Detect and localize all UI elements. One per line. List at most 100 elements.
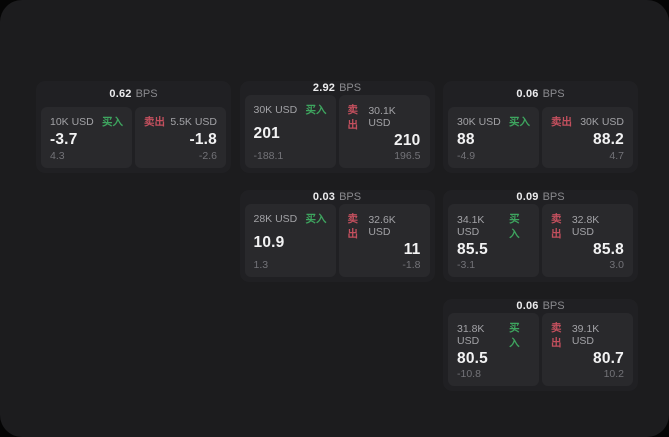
quote-card-header: 0.03 BPS — [245, 190, 430, 204]
quote-card: 2.92 BPS 30K USD 买入 201 -188.1 卖出 30.1K … — [239, 81, 435, 173]
sell-panel-top: 卖出 32.6K USD — [348, 211, 421, 241]
quote-card-header: 0.62 BPS — [41, 81, 226, 107]
sell-amount: 30.1K USD — [368, 105, 396, 129]
bps-unit-label: BPS — [339, 82, 362, 94]
sell-panel-top: 卖出 30.1K USD — [348, 102, 421, 132]
sell-price: 11 — [403, 241, 421, 258]
buy-panel-top: 31.8K USD 买入 — [457, 320, 530, 350]
sell-quote-panel[interactable]: 卖出 30K USD 88.2 4.7 — [542, 107, 633, 168]
buy-panel-top: 10K USD 买入 — [50, 114, 123, 129]
quote-card-body: 10K USD 买入 -3.7 4.3 卖出 5.5K USD -1.8 -2.… — [41, 107, 226, 168]
quote-card-header: 2.92 BPS — [245, 81, 430, 95]
sell-quote-panel[interactable]: 卖出 30.1K USD 210 196.5 — [338, 95, 430, 168]
buy-price: 80.5 — [457, 350, 488, 367]
buy-sub-value: -188.1 — [253, 150, 284, 162]
sell-sub-value: 196.5 — [394, 150, 421, 162]
buy-panel-top: 34.1K USD 买入 — [457, 211, 530, 241]
buy-price: 201 — [253, 124, 280, 142]
bps-unit-label: BPS — [542, 88, 565, 100]
buy-tag: 买入 — [305, 104, 327, 116]
sell-tag: 卖出 — [551, 213, 562, 240]
buy-tag: 买入 — [305, 213, 327, 225]
buy-panel-top: 30K USD 买入 — [457, 114, 530, 129]
quote-card: 0.06 BPS 30K USD 买入 88 -4.9 卖出 30K USD 8… — [443, 81, 638, 173]
buy-quote-panel[interactable]: 10K USD 买入 -3.7 4.3 — [41, 107, 132, 168]
sell-sub-value: -1.8 — [402, 259, 421, 271]
buy-panel-top: 28K USD 买入 — [254, 211, 327, 226]
buy-quote-panel[interactable]: 31.8K USD 买入 80.5 -10.8 — [448, 313, 539, 386]
sell-tag: 卖出 — [347, 213, 359, 240]
quote-card-body: 31.8K USD 买入 80.5 -10.8 卖出 39.1K USD 80.… — [448, 313, 633, 386]
sell-amount: 30K USD — [580, 115, 624, 128]
sell-amount: 39.1K USD — [571, 323, 600, 347]
bps-value: 2.92 — [312, 82, 336, 94]
quote-card: 0.62 BPS 10K USD 买入 -3.7 4.3 卖出 5.5K USD… — [36, 81, 231, 173]
sell-panel-top: 卖出 39.1K USD — [551, 320, 624, 350]
sell-tag: 卖出 — [551, 322, 562, 349]
bps-value: 0.09 — [516, 191, 539, 203]
buy-amount: 10K USD — [50, 115, 94, 128]
sell-price: 85.8 — [593, 241, 624, 258]
sell-sub-value: 10.2 — [603, 368, 624, 380]
sell-price: 80.7 — [593, 350, 624, 367]
quote-card-header: 0.06 BPS — [448, 81, 633, 107]
quote-card-body: 28K USD 买入 10.9 1.3 卖出 32.6K USD 11 -1.8 — [244, 204, 430, 277]
sell-price: 88.2 — [593, 130, 624, 148]
sell-quote-panel[interactable]: 卖出 39.1K USD 80.7 10.2 — [542, 313, 633, 386]
buy-tag: 买入 — [509, 213, 520, 240]
sell-panel-top: 卖出 32.8K USD — [551, 211, 624, 241]
sell-quote-panel[interactable]: 卖出 32.8K USD 85.8 3.0 — [542, 204, 633, 277]
buy-price: 10.9 — [253, 233, 285, 251]
sell-amount: 32.6K USD — [368, 214, 396, 238]
buy-amount: 30K USD — [253, 103, 298, 116]
quote-card-body: 30K USD 买入 201 -188.1 卖出 30.1K USD 210 1… — [244, 95, 430, 168]
bps-value: 0.06 — [516, 88, 539, 100]
quote-cards-grid: 0.62 BPS 10K USD 买入 -3.7 4.3 卖出 5.5K USD… — [36, 81, 638, 391]
sell-tag: 卖出 — [551, 116, 572, 128]
sell-sub-value: -2.6 — [198, 150, 217, 162]
buy-amount: 31.8K USD — [457, 323, 485, 347]
buy-amount: 30K USD — [457, 115, 501, 128]
sell-sub-value: 3.0 — [609, 259, 624, 271]
buy-tag: 买入 — [509, 116, 530, 128]
sell-price: -1.8 — [189, 130, 217, 148]
quote-card: 0.06 BPS 31.8K USD 买入 80.5 -10.8 卖出 39.1… — [443, 299, 638, 391]
sell-amount: 5.5K USD — [170, 115, 217, 128]
bps-unit-label: BPS — [135, 88, 158, 100]
buy-quote-panel[interactable]: 28K USD 买入 10.9 1.3 — [244, 204, 336, 277]
buy-sub-value: -4.9 — [457, 150, 476, 162]
buy-quote-panel[interactable]: 30K USD 买入 88 -4.9 — [448, 107, 539, 168]
sell-panel-top: 卖出 5.5K USD — [144, 114, 217, 129]
sell-quote-panel[interactable]: 卖出 32.6K USD 11 -1.8 — [338, 204, 430, 277]
quote-card-header: 0.06 BPS — [448, 299, 633, 313]
buy-amount: 28K USD — [253, 212, 298, 225]
sell-quote-panel[interactable]: 卖出 5.5K USD -1.8 -2.6 — [135, 107, 226, 168]
buy-amount: 34.1K USD — [457, 214, 485, 238]
sell-price: 210 — [394, 132, 421, 149]
bps-value: 0.62 — [109, 88, 132, 100]
sell-panel-top: 卖出 30K USD — [551, 114, 624, 129]
buy-quote-panel[interactable]: 34.1K USD 买入 85.5 -3.1 — [448, 204, 539, 277]
quote-card: 0.09 BPS 34.1K USD 买入 85.5 -3.1 卖出 32.8K… — [443, 190, 638, 282]
sell-tag: 卖出 — [347, 104, 359, 131]
buy-price: 85.5 — [457, 241, 488, 258]
quote-card: 0.03 BPS 28K USD 买入 10.9 1.3 卖出 32.6K US… — [239, 190, 435, 282]
buy-sub-value: 1.3 — [253, 259, 269, 271]
sell-sub-value: 4.7 — [609, 150, 624, 162]
buy-sub-value: 4.3 — [50, 150, 65, 162]
bps-unit-label: BPS — [542, 300, 565, 312]
sell-tag: 卖出 — [144, 116, 165, 128]
sell-amount: 32.8K USD — [571, 214, 600, 238]
quote-card-body: 30K USD 买入 88 -4.9 卖出 30K USD 88.2 4.7 — [448, 107, 633, 168]
buy-sub-value: -3.1 — [457, 259, 476, 271]
buy-panel-top: 30K USD 买入 — [254, 102, 327, 117]
buy-sub-value: -10.8 — [457, 368, 481, 380]
buy-quote-panel[interactable]: 30K USD 买入 201 -188.1 — [244, 95, 336, 168]
buy-tag: 买入 — [509, 322, 520, 349]
quote-card-header: 0.09 BPS — [448, 190, 633, 204]
quote-card-body: 34.1K USD 买入 85.5 -3.1 卖出 32.8K USD 85.8… — [448, 204, 633, 277]
buy-price: 88 — [457, 130, 475, 148]
buy-tag: 买入 — [102, 116, 123, 128]
bps-value: 0.06 — [516, 300, 539, 312]
